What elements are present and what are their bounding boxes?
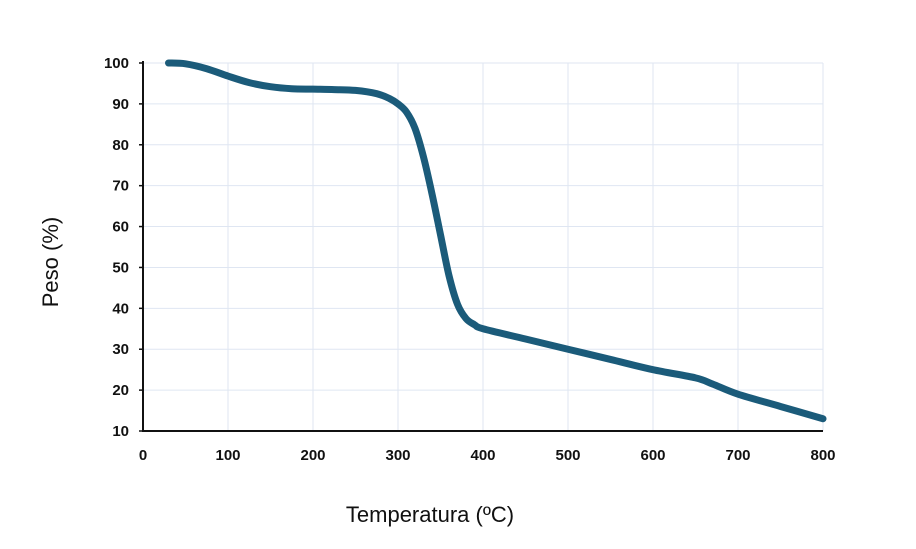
x-tick-label: 200 xyxy=(300,447,325,464)
x-tick-label: 700 xyxy=(725,447,750,464)
x-tick-label: 300 xyxy=(385,447,410,464)
x-tick-label: 100 xyxy=(215,447,240,464)
y-axis-label: Peso (%) xyxy=(38,217,63,307)
y-tick-label: 90 xyxy=(112,96,129,113)
y-tick-label: 80 xyxy=(112,137,129,154)
x-axis-label: Temperatura (ºC) xyxy=(346,502,514,527)
x-tick-label: 0 xyxy=(139,447,147,464)
grid xyxy=(143,62,824,431)
y-tick-label: 50 xyxy=(112,259,129,276)
y-tick-label: 20 xyxy=(112,382,129,399)
x-tick-label: 400 xyxy=(470,447,495,464)
y-tick-label: 30 xyxy=(112,341,129,358)
y-tick-label: 10 xyxy=(112,423,129,440)
y-tick-label: 60 xyxy=(112,219,129,236)
x-tick-label: 500 xyxy=(555,447,580,464)
y-tick-label: 40 xyxy=(112,300,129,317)
y-tick-label: 100 xyxy=(104,55,129,72)
tick-labels: 10 20 30 40 50 60 70 80 90 100 0 100 200 300 400 500 600… xyxy=(104,55,836,464)
y-tick-label: 70 xyxy=(112,178,129,195)
x-tick-label: 600 xyxy=(640,447,665,464)
x-tick-label: 800 xyxy=(810,447,835,464)
series-line-tga xyxy=(165,59,827,423)
axes xyxy=(139,61,823,432)
